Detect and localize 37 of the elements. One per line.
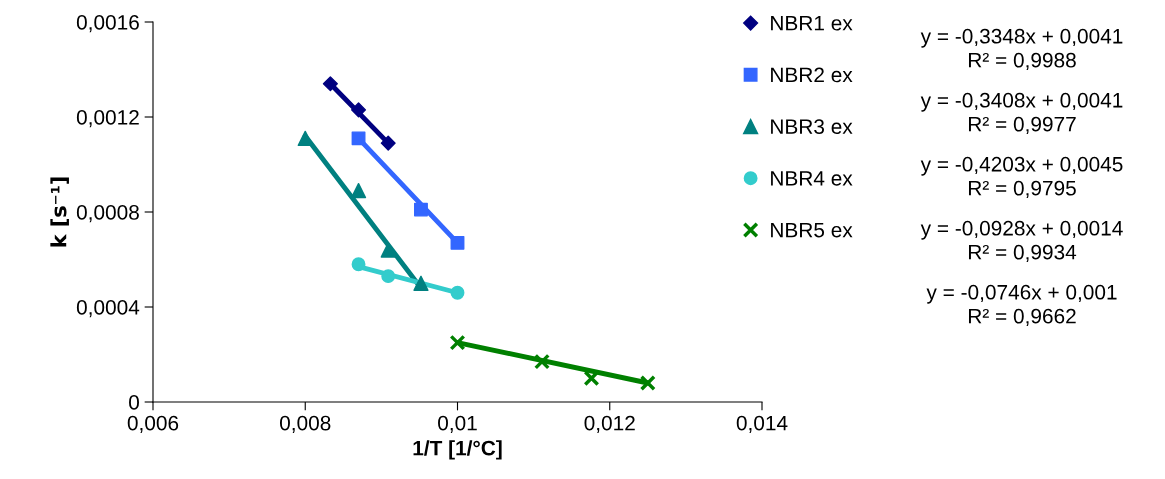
y-tick-label: 0,0008	[76, 205, 139, 223]
point	[583, 370, 600, 387]
text: y = -0,4203x + 0,0045 R² = 0,9795	[920, 156, 1123, 199]
x-tick-label: 0,01	[438, 415, 477, 433]
point	[350, 182, 367, 199]
y-tick-label: 0	[129, 395, 139, 410]
legend-label: NBR2 ex	[771, 67, 853, 83]
point	[350, 102, 367, 118]
point	[450, 285, 465, 300]
legend-label: NBR4 ex	[771, 171, 853, 186]
x-tick-label: 0,014	[736, 415, 788, 433]
text: y = -0,0928x + 0,0014 R² = 0,9934	[920, 220, 1123, 263]
point	[450, 235, 465, 250]
legend-label: NBR3 ex	[771, 119, 853, 134]
x-tick-label: 0,008	[280, 415, 331, 433]
point	[322, 76, 338, 92]
point	[414, 202, 428, 217]
x-tick-label: 0,006	[127, 415, 179, 433]
y-tick-label: 0,0012	[76, 110, 139, 128]
legend-label: NBR1 ex	[771, 16, 853, 31]
y-axis-title: k [s⁻¹]	[50, 177, 69, 247]
point	[639, 375, 656, 391]
legend-label: NBR5 ex	[771, 222, 853, 238]
text: y = -0,3348x + 0,0041 R² = 0,9988	[920, 28, 1123, 71]
text: y = -0,0746x + 0,001 R² = 0,9662	[926, 284, 1117, 327]
point	[413, 275, 429, 291]
x-tick-label: 0,012	[584, 415, 635, 433]
point	[534, 353, 550, 370]
point	[351, 257, 366, 272]
y-tick-label: 0,0004	[76, 300, 140, 318]
text: y = -0,3408x + 0,0041 R² = 0,9977	[920, 92, 1123, 135]
point	[381, 269, 396, 284]
x-axis-title: 1/T [1/°C]	[413, 440, 502, 460]
y-tick-label: 0,0016	[76, 15, 139, 33]
point	[380, 135, 396, 151]
point	[351, 131, 366, 146]
point	[449, 334, 466, 351]
